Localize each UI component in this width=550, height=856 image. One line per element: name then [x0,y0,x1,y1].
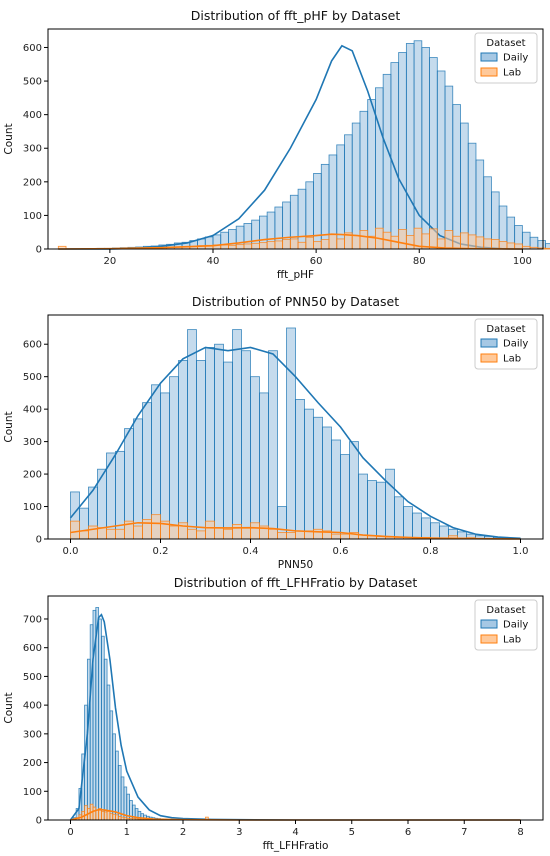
kde-line-daily [69,613,521,821]
y-tick-label: 500 [23,372,42,383]
legend-swatch-daily [480,338,498,348]
chart-title: Distribution of PNN50 by Dataset [192,294,399,309]
x-tick-label: 5 [349,827,355,838]
x-tick-label: 100 [513,256,532,267]
legend: Dataset Daily Lab [474,32,538,84]
y-tick-label: 300 [23,437,42,448]
chart-panel-1: 20 40 60 80 100 0 100 200 300 400 500 600 Distributi… [3,8,550,281]
y-tick-label: 400 [23,701,42,712]
y-tick-label: 0 [36,816,42,827]
x-tick-label: 7 [461,827,467,838]
legend-label-daily: Daily [503,53,528,64]
x-tick-label: 0.4 [243,546,259,557]
legend-swatch-lab [480,67,498,77]
x-tick-label: 4 [292,827,298,838]
y-tick-label: 100 [23,211,42,222]
y-tick-label: 500 [23,77,42,88]
x-tick-label: 3 [236,827,242,838]
bar-lab [545,247,550,250]
x-tick-label: 0.8 [423,546,439,557]
hist-fill-daily [58,40,550,249]
chart-title: Distribution of fft_LFHFratio by Dataset [174,575,418,590]
x-tick-label: 1.0 [513,546,529,557]
legend-title: Dataset [486,605,525,616]
y-tick-label: 200 [23,470,42,481]
y-tick-label: 300 [23,729,42,740]
legend-label-daily: Daily [503,620,528,631]
y-tick-label: 200 [23,758,42,769]
chart-panel-2: 0.0 0.2 0.4 0.6 0.8 1.0 0 100 200 300 400 500 600 Dis… [3,294,544,571]
x-tick-label: 80 [413,256,426,267]
series-daily [69,607,521,821]
legend: Dataset Daily Lab [474,599,538,651]
y-axis-label: Count [3,692,15,723]
legend: Dataset Daily Lab [474,318,538,370]
legend-title: Dataset [486,38,525,49]
y-tick-label: 500 [23,672,42,683]
kde-line-lab [70,521,521,540]
legend-title: Dataset [486,324,525,335]
x-axis-label: PNN50 [278,559,313,571]
y-tick-label: 200 [23,177,42,188]
y-tick-label: 300 [23,144,42,155]
kde-line-daily [69,346,521,540]
y-tick-label: 600 [23,340,42,351]
legend-label-lab: Lab [503,635,521,646]
legend-label-daily: Daily [503,339,528,350]
x-axis-label: fft_LFHFratio [263,840,329,852]
x-tick-label: 0.0 [63,546,79,557]
y-axis-label: Count [3,411,15,442]
x-axis-label: fft_pHF [277,269,314,281]
legend-swatch-daily [480,619,498,629]
series-daily [69,327,521,540]
y-axis-label: Count [3,123,15,154]
series-lab [57,227,550,250]
x-tick-label: 0 [67,827,73,838]
legend-label-lab: Lab [503,354,521,365]
hist-fill-lab [58,228,550,249]
x-tick-label: 1 [124,827,130,838]
x-tick-label: 2 [180,827,186,838]
x-tick-label: 40 [207,256,220,267]
chart-title: Distribution of fft_pHF by Dataset [191,8,401,23]
plot-frame [47,314,544,540]
kde-line-lab [58,233,523,250]
series-daily [58,40,550,250]
x-tick-label: 8 [517,827,523,838]
hist-fill-lab [70,514,521,539]
chart-panel-3: 0 1 2 3 4 5 6 7 8 0 100 200 300 400 500 600 700 Distribut… [3,575,544,852]
x-tick-label: 20 [104,256,117,267]
y-tick-label: 400 [23,405,42,416]
y-tick-label: 100 [23,787,42,798]
hist-fill-lab [70,804,212,820]
y-tick-label: 400 [23,110,42,121]
y-tick-label: 0 [36,245,42,256]
legend-swatch-lab [480,634,498,644]
x-tick-label: 60 [310,256,323,267]
legend-label-lab: Lab [503,68,521,79]
legend-swatch-lab [480,353,498,363]
y-tick-label: 600 [23,643,42,654]
plot-frame [47,28,544,250]
y-tick-label: 600 [23,43,42,54]
x-tick-label: 0.6 [333,546,349,557]
y-tick-label: 0 [36,535,42,546]
x-tick-label: 0.2 [153,546,169,557]
y-tick-label: 100 [23,502,42,513]
x-tick-label: 6 [405,827,411,838]
legend-swatch-daily [480,52,498,62]
y-tick-label: 700 [23,614,42,625]
